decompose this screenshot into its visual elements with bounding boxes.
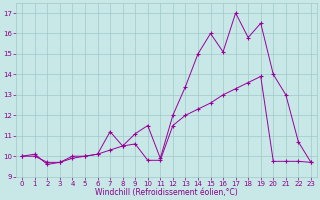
X-axis label: Windchill (Refroidissement éolien,°C): Windchill (Refroidissement éolien,°C) xyxy=(95,188,238,197)
